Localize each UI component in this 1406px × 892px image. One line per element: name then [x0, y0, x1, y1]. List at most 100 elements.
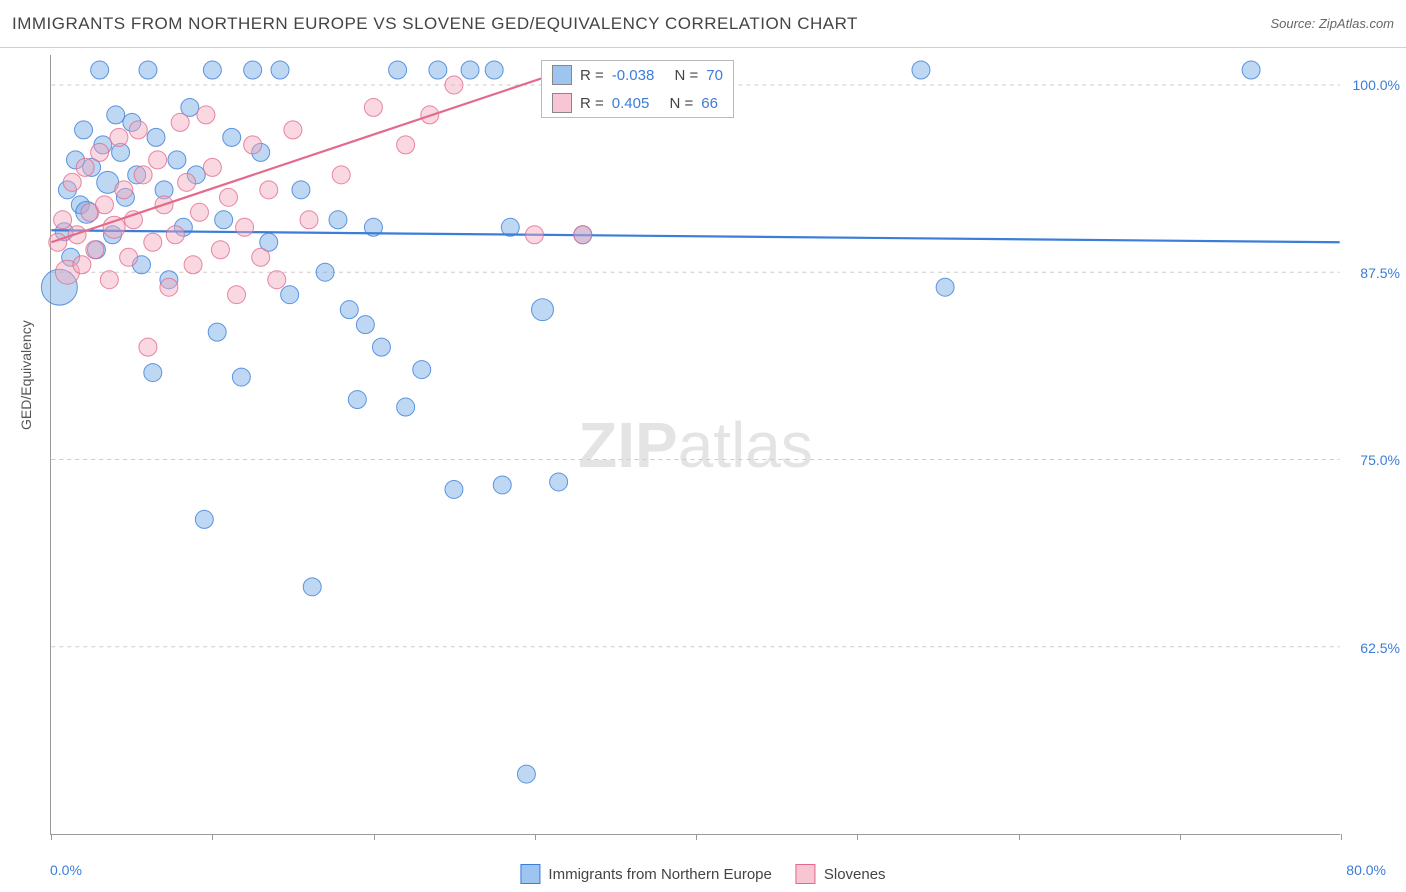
chart-svg [51, 55, 1340, 834]
stats-row: R = 0.405 N = 66 [542, 89, 733, 117]
x-tick [1341, 834, 1342, 840]
scatter-point [397, 398, 415, 416]
scatter-point [300, 211, 318, 229]
legend-swatch [552, 93, 572, 113]
scatter-point [340, 301, 358, 319]
scatter-point [95, 196, 113, 214]
scatter-point [144, 233, 162, 251]
scatter-point [912, 61, 930, 79]
scatter-point [284, 121, 302, 139]
x-tick [374, 834, 375, 840]
scatter-point [429, 61, 447, 79]
stat-n-value: 70 [706, 67, 723, 84]
scatter-point [139, 61, 157, 79]
stat-n-label: N = [669, 95, 693, 112]
scatter-point [461, 61, 479, 79]
x-axis-min-label: 0.0% [50, 862, 82, 878]
scatter-point [86, 241, 104, 259]
scatter-point [91, 61, 109, 79]
scatter-point [215, 211, 233, 229]
scatter-point [228, 286, 246, 304]
scatter-point [107, 106, 125, 124]
scatter-point [147, 128, 165, 146]
scatter-point [316, 263, 334, 281]
chart-source: Source: ZipAtlas.com [1270, 16, 1394, 31]
scatter-point [413, 361, 431, 379]
x-tick [51, 834, 52, 840]
y-tick-label: 75.0% [1360, 452, 1400, 468]
scatter-point [120, 248, 138, 266]
stat-r-value: 0.405 [612, 95, 650, 112]
legend-swatch [796, 864, 816, 884]
scatter-point [389, 61, 407, 79]
scatter-point [100, 271, 118, 289]
scatter-point [203, 61, 221, 79]
scatter-point [139, 338, 157, 356]
scatter-point [268, 271, 286, 289]
scatter-point [211, 241, 229, 259]
stats-row: R = -0.038 N = 70 [542, 61, 733, 89]
scatter-point [232, 368, 250, 386]
scatter-point [149, 151, 167, 169]
scatter-point [260, 181, 278, 199]
scatter-point [936, 278, 954, 296]
scatter-point [445, 480, 463, 498]
legend-label: Slovenes [824, 866, 886, 883]
scatter-point [184, 256, 202, 274]
scatter-point [372, 338, 390, 356]
plot-area: ZIPatlas R = -0.038 N = 70 R = 0.405 N =… [50, 55, 1340, 835]
y-axis-label: GED/Equivalency [18, 320, 34, 430]
scatter-point [493, 476, 511, 494]
chart-header: IMMIGRANTS FROM NORTHERN EUROPE VS SLOVE… [0, 0, 1406, 48]
scatter-point [160, 278, 178, 296]
scatter-point [129, 121, 147, 139]
stat-n-value: 66 [701, 95, 718, 112]
bottom-legend: Immigrants from Northern Europe Slovenes [520, 864, 885, 884]
x-tick [1019, 834, 1020, 840]
scatter-point [197, 106, 215, 124]
scatter-point [244, 136, 262, 154]
scatter-point [574, 226, 592, 244]
scatter-point [190, 203, 208, 221]
legend-item: Slovenes [796, 864, 886, 884]
scatter-point [144, 364, 162, 382]
stat-r-value: -0.038 [612, 67, 655, 84]
scatter-point [166, 226, 184, 244]
x-tick [535, 834, 536, 840]
scatter-point [223, 128, 241, 146]
scatter-point [63, 173, 81, 191]
y-tick-label: 100.0% [1353, 77, 1400, 93]
x-tick [857, 834, 858, 840]
scatter-point [219, 188, 237, 206]
scatter-point [364, 98, 382, 116]
scatter-point [397, 136, 415, 154]
x-tick [696, 834, 697, 840]
scatter-point [76, 158, 94, 176]
scatter-point [115, 181, 133, 199]
y-tick-label: 62.5% [1360, 640, 1400, 656]
stat-r-label: R = [580, 95, 604, 112]
scatter-point [195, 510, 213, 528]
scatter-point [356, 316, 374, 334]
x-tick [1180, 834, 1181, 840]
scatter-point [517, 765, 535, 783]
scatter-point [485, 61, 503, 79]
legend-swatch [520, 864, 540, 884]
scatter-point [171, 113, 189, 131]
legend-item: Immigrants from Northern Europe [520, 864, 771, 884]
scatter-point [178, 173, 196, 191]
scatter-point [91, 143, 109, 161]
scatter-point [54, 211, 72, 229]
scatter-point [532, 299, 554, 321]
scatter-point [281, 286, 299, 304]
scatter-point [445, 76, 463, 94]
scatter-point [244, 61, 262, 79]
scatter-point [236, 218, 254, 236]
x-tick [212, 834, 213, 840]
scatter-point [1242, 61, 1260, 79]
scatter-point [292, 181, 310, 199]
scatter-point [348, 391, 366, 409]
scatter-point [252, 248, 270, 266]
scatter-point [303, 578, 321, 596]
scatter-point [203, 158, 221, 176]
